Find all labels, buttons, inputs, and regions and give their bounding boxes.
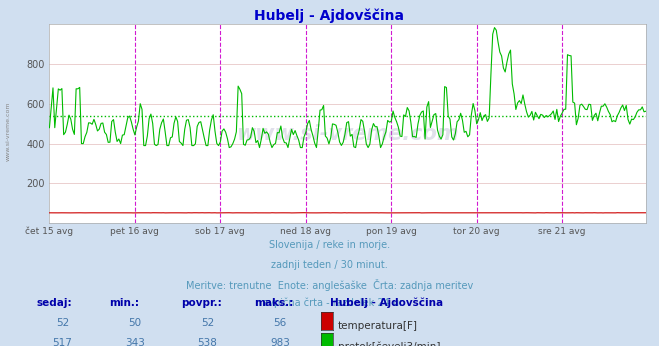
Text: sre 21 avg: sre 21 avg xyxy=(538,227,586,236)
Text: 517: 517 xyxy=(53,338,72,346)
Text: pon 19 avg: pon 19 avg xyxy=(366,227,416,236)
Text: Slovenija / reke in morje.: Slovenija / reke in morje. xyxy=(269,240,390,251)
Text: min.:: min.: xyxy=(109,298,139,308)
Text: čet 15 avg: čet 15 avg xyxy=(25,227,74,236)
Text: maks.:: maks.: xyxy=(254,298,293,308)
Text: 52: 52 xyxy=(56,318,69,328)
Text: pretok[čevelj3/min]: pretok[čevelj3/min] xyxy=(338,341,441,346)
Text: sob 17 avg: sob 17 avg xyxy=(196,227,245,236)
Text: Hubelj - Ajdovščina: Hubelj - Ajdovščina xyxy=(254,9,405,23)
Text: 52: 52 xyxy=(201,318,214,328)
Text: www.si-vreme.com: www.si-vreme.com xyxy=(237,124,459,144)
Text: navpična črta - razdelek 24 ur: navpična črta - razdelek 24 ur xyxy=(256,298,403,308)
Text: Hubelj - Ajdovščina: Hubelj - Ajdovščina xyxy=(330,298,443,308)
Text: tor 20 avg: tor 20 avg xyxy=(453,227,500,236)
Text: 56: 56 xyxy=(273,318,287,328)
Text: 983: 983 xyxy=(270,338,290,346)
Text: pet 16 avg: pet 16 avg xyxy=(111,227,159,236)
Text: zadnji teden / 30 minut.: zadnji teden / 30 minut. xyxy=(271,260,388,270)
Text: ned 18 avg: ned 18 avg xyxy=(280,227,331,236)
Text: Meritve: trenutne  Enote: anglešaške  Črta: zadnja meritev: Meritve: trenutne Enote: anglešaške Črta… xyxy=(186,279,473,291)
Text: 343: 343 xyxy=(125,338,145,346)
Text: povpr.:: povpr.: xyxy=(181,298,222,308)
Text: 50: 50 xyxy=(129,318,142,328)
Text: sedaj:: sedaj: xyxy=(36,298,72,308)
Text: www.si-vreme.com: www.si-vreme.com xyxy=(5,102,11,161)
Text: 538: 538 xyxy=(198,338,217,346)
Text: temperatura[F]: temperatura[F] xyxy=(338,321,418,331)
